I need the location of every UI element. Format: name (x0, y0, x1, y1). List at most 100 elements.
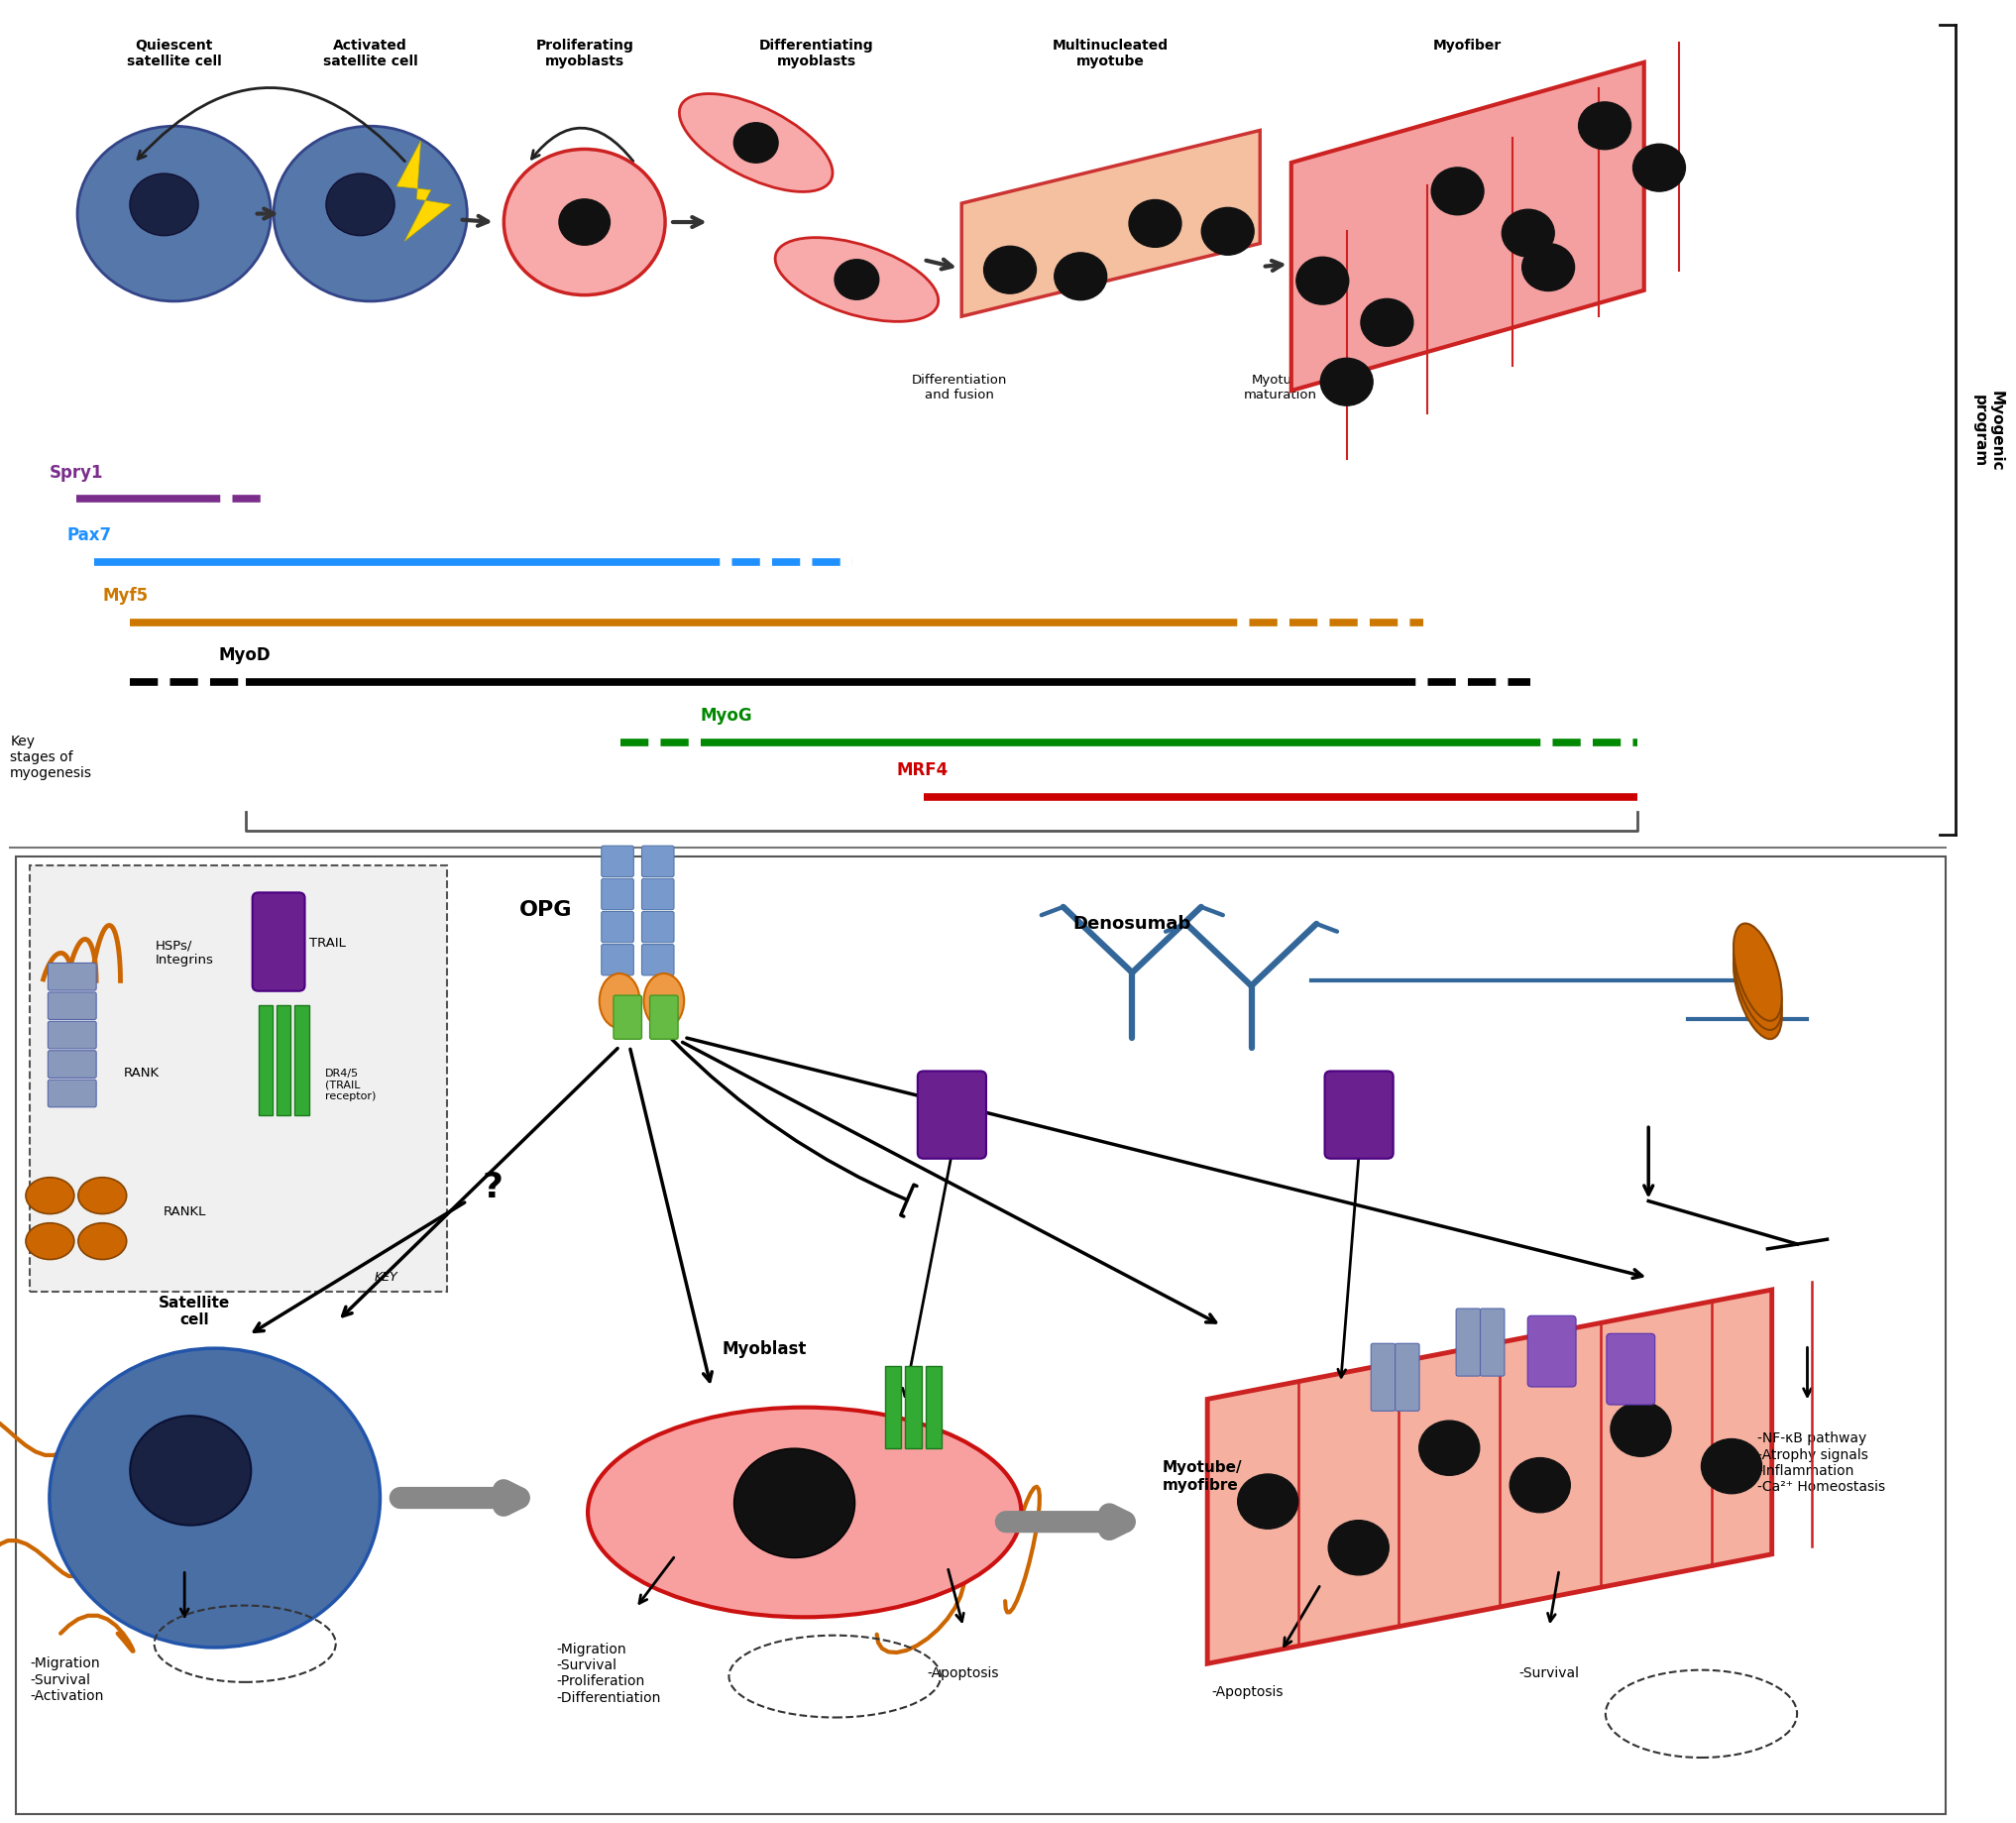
Text: MyoD: MyoD (220, 647, 270, 664)
FancyBboxPatch shape (1528, 1316, 1577, 1387)
Bar (16, 857, 1945, 1814)
Ellipse shape (776, 239, 937, 323)
Polygon shape (1292, 64, 1645, 392)
Text: Activated
satellite cell: Activated satellite cell (323, 38, 417, 69)
FancyBboxPatch shape (1480, 1309, 1504, 1376)
Text: -Survival: -Survival (1518, 1666, 1579, 1679)
FancyBboxPatch shape (641, 912, 673, 942)
Ellipse shape (26, 1223, 75, 1260)
Circle shape (1129, 201, 1181, 248)
Circle shape (1238, 1475, 1298, 1529)
Ellipse shape (599, 973, 639, 1028)
Text: Differentiating
myoblasts: Differentiating myoblasts (760, 38, 873, 69)
Text: Quiescent
satellite cell: Quiescent satellite cell (127, 38, 222, 69)
FancyBboxPatch shape (641, 879, 673, 910)
Circle shape (504, 149, 665, 295)
Circle shape (1320, 359, 1373, 407)
Ellipse shape (1734, 933, 1782, 1030)
FancyBboxPatch shape (48, 1079, 97, 1107)
Circle shape (1361, 299, 1413, 346)
Ellipse shape (1734, 924, 1782, 1021)
Text: -Migration
-Survival
-Proliferation
-Differentiation: -Migration -Survival -Proliferation -Dif… (556, 1641, 661, 1705)
Ellipse shape (679, 95, 833, 193)
Bar (294, 1006, 308, 1116)
FancyBboxPatch shape (30, 866, 448, 1293)
Circle shape (734, 1449, 855, 1559)
Circle shape (1202, 208, 1254, 255)
FancyBboxPatch shape (1607, 1334, 1655, 1406)
Text: Myoblast: Myoblast (722, 1340, 806, 1358)
Text: Differentiation
and fusion: Differentiation and fusion (911, 374, 1006, 401)
FancyBboxPatch shape (1371, 1344, 1395, 1411)
Text: Myotube/
myofibre: Myotube/ myofibre (1161, 1460, 1242, 1491)
Text: -Migration
-Survival
-Activation: -Migration -Survival -Activation (30, 1655, 103, 1703)
Circle shape (1510, 1458, 1570, 1513)
FancyBboxPatch shape (649, 995, 677, 1039)
Text: HSPs/
Integrins: HSPs/ Integrins (155, 939, 214, 966)
FancyBboxPatch shape (601, 944, 633, 975)
Text: Myotube
maturation: Myotube maturation (1244, 374, 1316, 401)
FancyBboxPatch shape (601, 912, 633, 942)
Bar (905, 1367, 921, 1449)
Polygon shape (397, 142, 452, 242)
Text: RANKL: RANKL (163, 1205, 206, 1218)
Circle shape (1419, 1420, 1480, 1475)
Circle shape (1633, 144, 1685, 191)
FancyBboxPatch shape (48, 963, 97, 990)
Text: -NF-κB pathway
-Atrophy signals
-Inflammation
-Ca²⁺ Homeostasis: -NF-κB pathway -Atrophy signals -Inflamm… (1758, 1431, 1885, 1493)
Bar (258, 1006, 272, 1116)
FancyBboxPatch shape (48, 1050, 97, 1077)
Text: MRF4: MRF4 (897, 762, 948, 778)
Circle shape (1329, 1520, 1389, 1575)
Bar (276, 1006, 290, 1116)
FancyBboxPatch shape (917, 1072, 986, 1159)
Circle shape (1296, 257, 1349, 304)
Polygon shape (962, 131, 1260, 317)
Circle shape (131, 1416, 252, 1526)
Text: KEY: KEY (373, 1271, 397, 1283)
Text: RANK: RANK (123, 1066, 159, 1079)
FancyBboxPatch shape (641, 944, 673, 975)
Ellipse shape (26, 1178, 75, 1214)
Circle shape (1611, 1402, 1671, 1457)
FancyBboxPatch shape (641, 846, 673, 877)
Text: -Apoptosis: -Apoptosis (927, 1666, 1000, 1679)
Circle shape (1502, 210, 1554, 257)
Text: MyoG: MyoG (700, 707, 752, 724)
Ellipse shape (643, 973, 683, 1028)
Ellipse shape (79, 1178, 127, 1214)
Circle shape (984, 246, 1036, 294)
FancyBboxPatch shape (48, 992, 97, 1021)
Ellipse shape (589, 1407, 1022, 1617)
Ellipse shape (1734, 942, 1782, 1039)
Circle shape (1579, 102, 1631, 149)
Text: Proliferating
myoblasts: Proliferating myoblasts (536, 38, 633, 69)
Text: Satellite
cell: Satellite cell (159, 1294, 230, 1327)
Text: Myf5: Myf5 (103, 587, 149, 605)
Text: Key
stages of
myogenesis: Key stages of myogenesis (10, 735, 93, 780)
FancyBboxPatch shape (613, 995, 641, 1039)
Circle shape (558, 199, 611, 246)
Text: Pax7: Pax7 (67, 527, 111, 545)
Text: Spry1: Spry1 (48, 463, 103, 481)
Circle shape (1522, 244, 1574, 292)
Bar (925, 1367, 941, 1449)
FancyBboxPatch shape (1325, 1072, 1393, 1159)
Text: TRAIL: TRAIL (308, 935, 345, 948)
Bar (885, 1367, 901, 1449)
Text: DR4/5
(TRAIL
receptor): DR4/5 (TRAIL receptor) (325, 1068, 375, 1101)
FancyBboxPatch shape (1395, 1344, 1419, 1411)
FancyBboxPatch shape (1456, 1309, 1480, 1376)
Text: Multinucleated
myotube: Multinucleated myotube (1052, 38, 1169, 69)
Circle shape (1431, 168, 1484, 215)
Circle shape (1054, 253, 1107, 301)
Circle shape (129, 175, 198, 237)
Circle shape (327, 175, 395, 237)
FancyBboxPatch shape (601, 846, 633, 877)
Circle shape (1702, 1438, 1762, 1493)
Ellipse shape (79, 1223, 127, 1260)
Circle shape (50, 1349, 381, 1648)
Text: ?: ? (482, 1170, 504, 1203)
FancyBboxPatch shape (252, 893, 304, 992)
Circle shape (835, 261, 879, 301)
